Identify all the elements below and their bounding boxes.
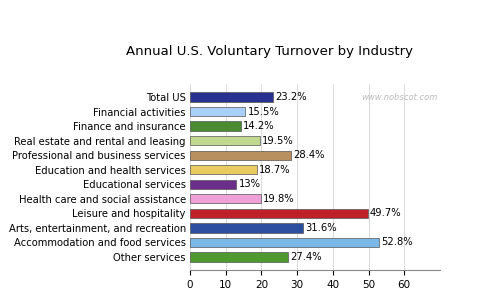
Bar [190, 136, 260, 146]
Text: 15.5%: 15.5% [248, 107, 279, 117]
Text: 52.8%: 52.8% [380, 237, 412, 247]
Text: www.nobscot.com: www.nobscot.com [361, 93, 438, 102]
Text: 27.4%: 27.4% [290, 252, 322, 262]
Bar [190, 208, 368, 218]
Bar [190, 194, 260, 203]
Text: 19.8%: 19.8% [263, 194, 294, 204]
Text: 31.6%: 31.6% [305, 223, 336, 233]
Text: 49.7%: 49.7% [370, 208, 402, 218]
Text: 28.4%: 28.4% [294, 150, 325, 160]
Text: 14.2%: 14.2% [243, 121, 274, 131]
Text: 19.5%: 19.5% [262, 136, 294, 146]
Bar [190, 122, 240, 131]
Bar [190, 107, 246, 116]
Bar [190, 223, 303, 232]
Bar [190, 238, 378, 247]
Bar [190, 165, 257, 175]
Bar [190, 151, 292, 160]
Text: Annual U.S. Voluntary Turnover by Industry: Annual U.S. Voluntary Turnover by Indust… [126, 44, 414, 58]
Bar [190, 252, 288, 262]
Bar [190, 92, 273, 102]
Bar [190, 179, 236, 189]
Text: 13%: 13% [238, 179, 260, 189]
Text: 18.7%: 18.7% [259, 165, 290, 175]
Text: 23.2%: 23.2% [275, 92, 306, 102]
